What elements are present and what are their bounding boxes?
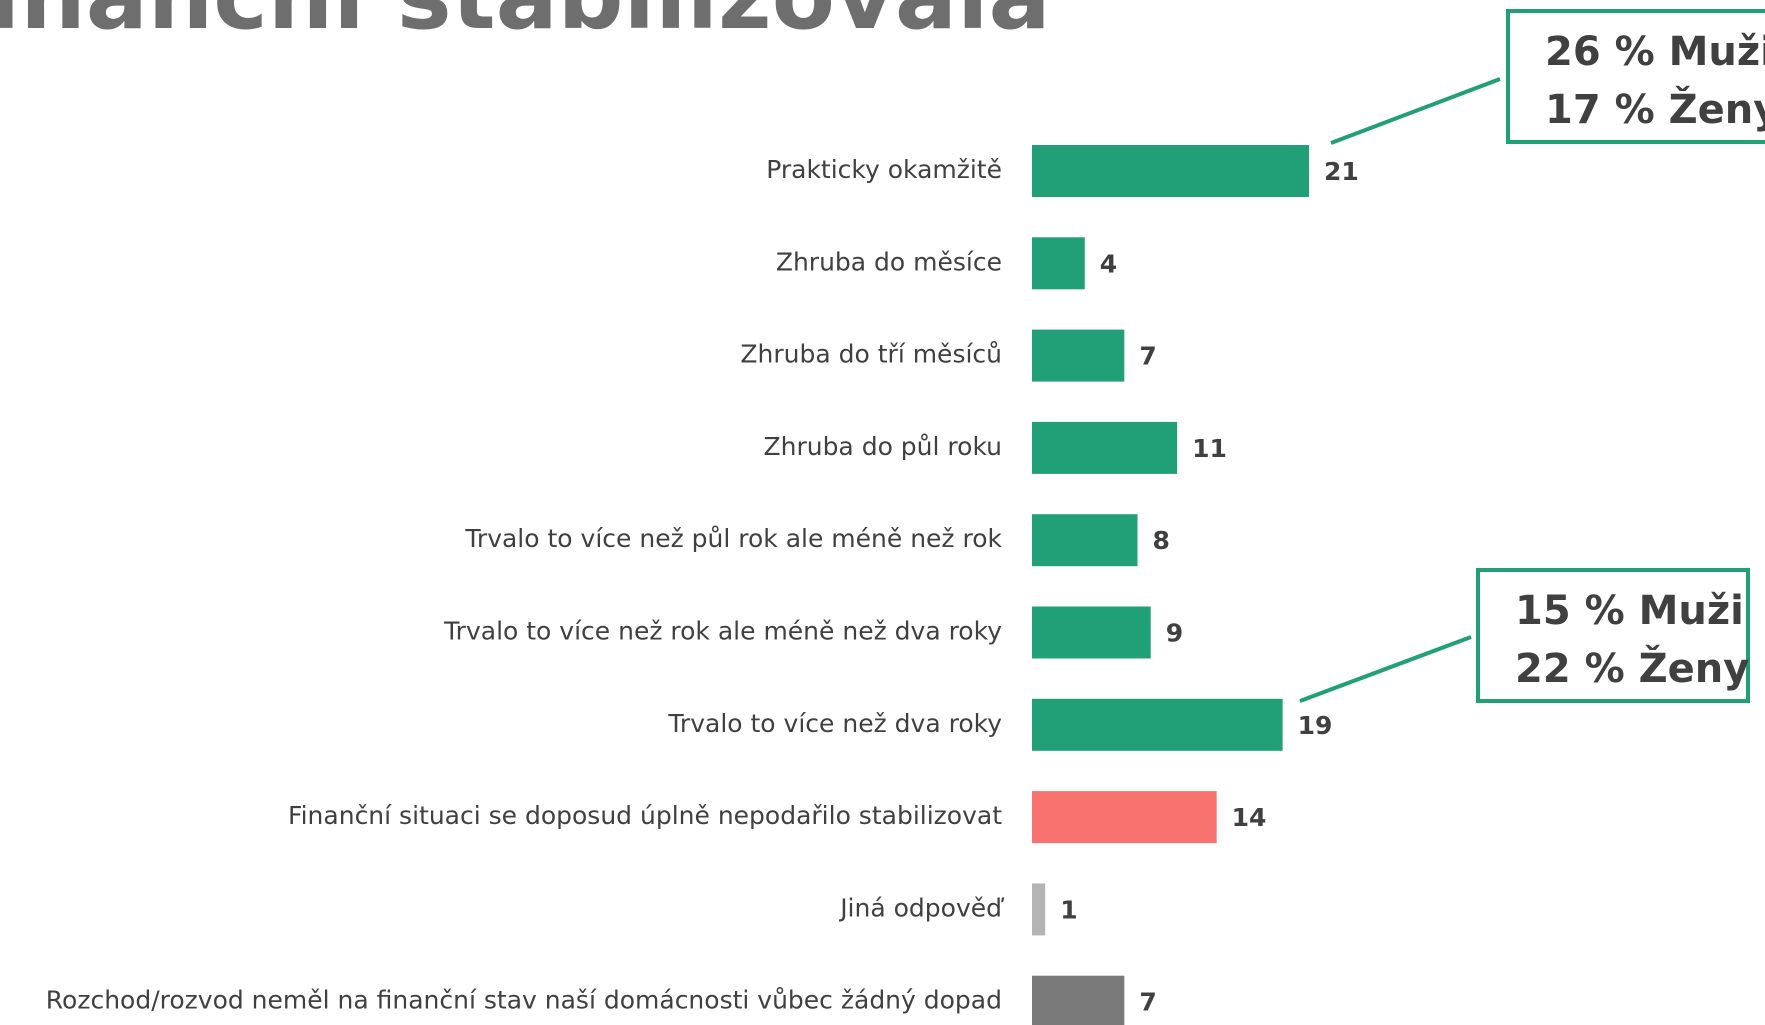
bar — [1032, 237, 1085, 290]
category-label: Zhruba do půl roku — [763, 432, 1002, 461]
category-label: Trvalo to více než dva roky — [667, 709, 1002, 738]
callout-box — [1476, 568, 1750, 703]
value-label: 4 — [1100, 249, 1117, 278]
callout-text: 17 % Ženy — [1545, 85, 1765, 133]
category-label: Finanční situaci se doposud úplně nepoda… — [288, 801, 1002, 830]
value-label: 14 — [1232, 803, 1267, 832]
callout-text: 26 % Muži — [1545, 29, 1765, 75]
callout-box — [1506, 9, 1765, 144]
category-label: Trvalo to více než půl rok ale méně než … — [464, 524, 1002, 553]
callout-line — [1299, 635, 1472, 703]
bar — [1032, 329, 1125, 382]
callout-text: 15 % Muži — [1515, 588, 1744, 634]
chart-title: finanční stabilizovala — [0, 0, 1051, 50]
bar — [1032, 883, 1046, 936]
bar — [1032, 145, 1309, 197]
category-label: Zhruba do měsíce — [776, 247, 1002, 276]
value-label: 7 — [1139, 988, 1156, 1017]
category-label: Trvalo to více než rok ale méně než dva … — [443, 617, 1002, 646]
callout-text: 22 % Ženy — [1515, 644, 1749, 692]
bar — [1032, 606, 1151, 659]
bar — [1032, 421, 1178, 474]
value-label: 11 — [1192, 434, 1227, 463]
value-label: 21 — [1324, 157, 1359, 186]
value-label: 9 — [1166, 619, 1183, 648]
category-label: Prakticky okamžitě — [766, 155, 1002, 184]
bar — [1032, 791, 1217, 844]
value-label: 7 — [1139, 342, 1156, 371]
callout-line — [1330, 77, 1501, 145]
value-label: 1 — [1060, 895, 1077, 924]
value-label: 8 — [1153, 526, 1170, 555]
category-label: Rozchod/rozvod neměl na finanční stav na… — [46, 986, 1002, 1015]
value-label: 19 — [1298, 711, 1333, 740]
bar — [1032, 514, 1138, 567]
bar — [1032, 975, 1125, 1025]
category-label: Jiná odpověď — [838, 893, 1005, 922]
bar — [1032, 698, 1283, 751]
category-label: Zhruba do tří měsíců — [740, 340, 1002, 369]
